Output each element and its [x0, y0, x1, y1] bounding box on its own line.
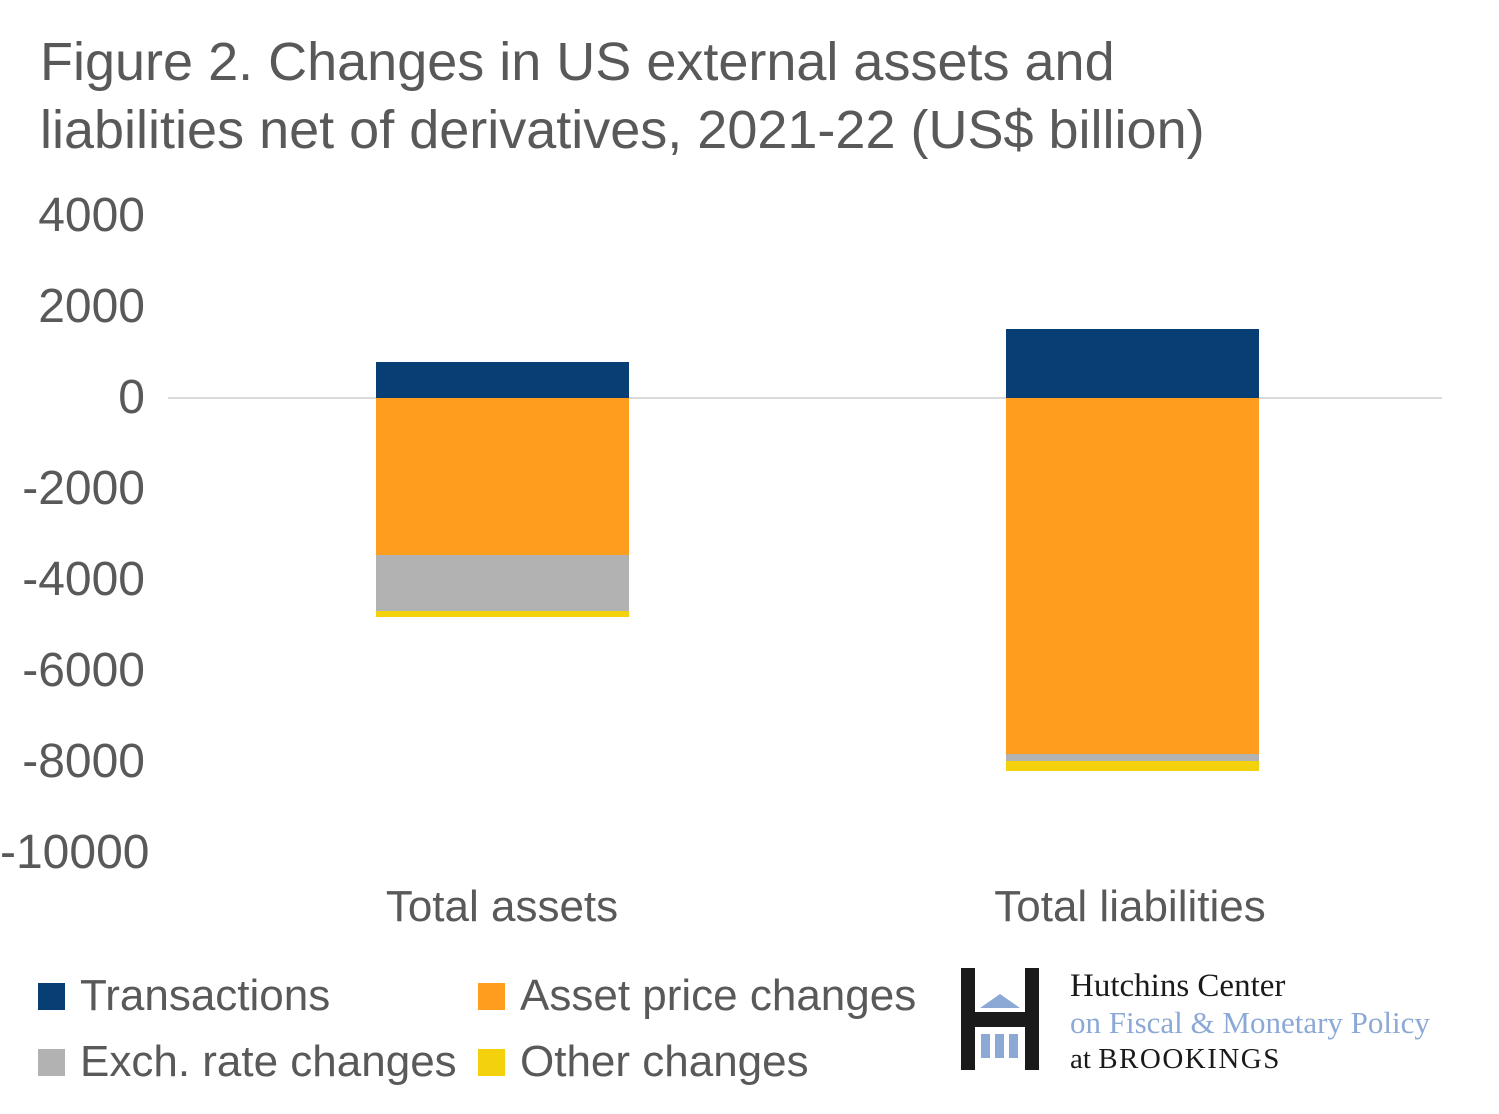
bar-segment-total-assets-exch-rate-changes — [376, 554, 629, 611]
legend-swatch-asset-price-changes — [478, 982, 505, 1010]
legend-item-exch-rate-changes: Exch. rate changes — [38, 1036, 457, 1088]
logo-text: Hutchins Center on Fiscal & Monetary Pol… — [1070, 968, 1430, 1078]
y-axis-tick-label: -6000 — [22, 644, 145, 697]
bar-segment-total-assets-asset-price-changes — [376, 398, 629, 555]
bar-segment-total-assets-transactions — [376, 361, 629, 398]
y-axis-tick-label: -10000 — [0, 826, 150, 879]
bar-segment-total-liabilities-asset-price-changes — [1006, 398, 1259, 755]
column-icon — [981, 1034, 990, 1058]
y-axis-tick-label: 4000 — [38, 189, 145, 242]
legend-item-transactions: Transactions — [38, 970, 330, 1022]
legend-item-asset-price-changes: Asset price changes — [478, 970, 916, 1022]
legend-label-exch-rate-changes: Exch. rate changes — [80, 1037, 457, 1086]
y-axis-tick-label: -2000 — [22, 462, 145, 515]
bar-segment-total-assets-other-changes — [376, 610, 629, 618]
legend-swatch-exch-rate-changes — [38, 1048, 65, 1076]
h-right-bar — [1025, 968, 1039, 1070]
bar-segment-total-liabilities-transactions — [1006, 328, 1259, 398]
logo-subtitle: on Fiscal & Monetary Policy — [1070, 1005, 1430, 1040]
hutchins-h-building-icon — [961, 968, 1039, 1070]
logo-affiliation: at BROOKINGS — [1070, 1041, 1430, 1078]
chart-title-line2: liabilities net of derivatives, 2021-22 … — [40, 100, 1205, 160]
h-crossbar — [973, 1012, 1027, 1027]
hutchins-brookings-logo: Hutchins Center on Fiscal & Monetary Pol… — [961, 968, 1481, 1088]
y-axis-tick-label: -4000 — [22, 553, 145, 606]
bar-segment-total-liabilities-exch-rate-changes — [1006, 754, 1259, 762]
logo-brookings: BROOKINGS — [1098, 1043, 1281, 1075]
legend-label-transactions: Transactions — [80, 971, 331, 1020]
legend-swatch-other-changes — [478, 1048, 505, 1076]
column-icon — [995, 1034, 1004, 1058]
x-category-label-total-assets: Total assets — [385, 882, 619, 931]
chart-title-line1: Figure 2. Changes in US external assets … — [40, 32, 1115, 92]
legend-label-other-changes: Other changes — [520, 1037, 809, 1086]
bar-segment-total-liabilities-other-changes — [1006, 761, 1259, 772]
zero-gridline — [168, 397, 1442, 399]
h-left-bar — [961, 968, 975, 1070]
legend-label-asset-price-changes: Asset price changes — [520, 971, 917, 1020]
y-axis-tick-label: 2000 — [38, 280, 145, 333]
legend-item-other-changes: Other changes — [478, 1036, 809, 1088]
pediment-icon — [980, 994, 1020, 1008]
x-category-label-total-liabilities: Total liabilities — [994, 882, 1266, 931]
chart-title: Figure 2. Changes in US external assets … — [40, 28, 1205, 164]
y-axis-tick-label: 0 — [118, 371, 145, 424]
column-icon — [1009, 1034, 1018, 1058]
y-axis-tick-label: -8000 — [22, 735, 145, 788]
legend-swatch-transactions — [38, 982, 65, 1010]
logo-org-name: Hutchins Center — [1070, 968, 1286, 1004]
logo-at: at — [1070, 1043, 1091, 1075]
